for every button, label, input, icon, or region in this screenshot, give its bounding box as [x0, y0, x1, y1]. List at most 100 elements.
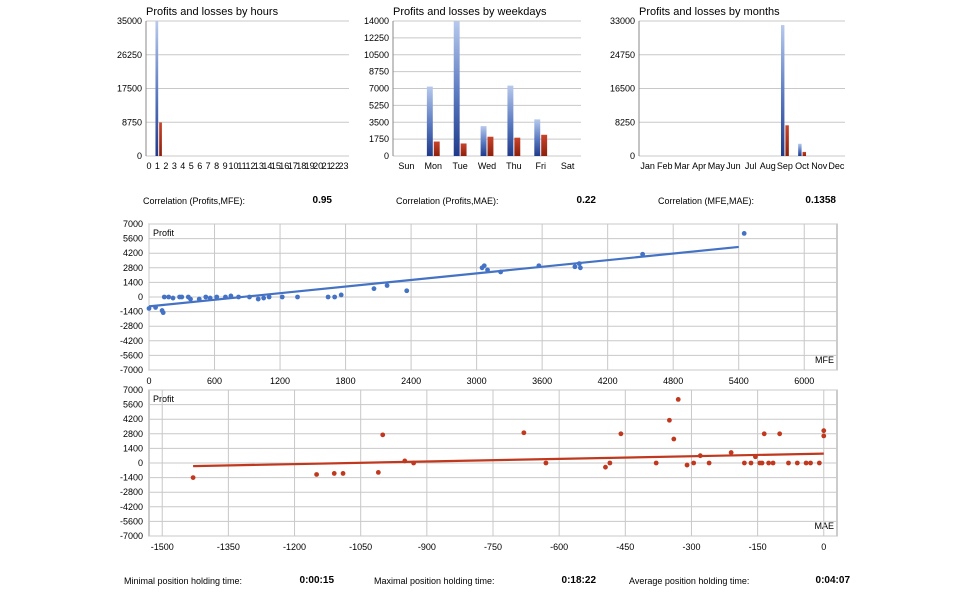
- x-tick-label: 23: [338, 161, 348, 171]
- data-point: [295, 294, 300, 300]
- x-tick-label: Wed: [478, 161, 496, 171]
- y-tick-label: 7000: [369, 84, 389, 94]
- data-point: [607, 460, 613, 466]
- data-point: [803, 460, 809, 466]
- x-tick-label: 6: [197, 161, 202, 171]
- x-tick-label: 1: [155, 161, 160, 171]
- x-tick-label: -150: [749, 542, 767, 552]
- profit-bar: [155, 21, 159, 156]
- data-point: [759, 460, 765, 466]
- loss-bar: [433, 141, 440, 156]
- x-tick-label: Apr: [692, 161, 706, 171]
- data-point: [728, 450, 734, 455]
- y-tick-label: -1400: [120, 307, 143, 317]
- data-point: [821, 433, 827, 439]
- y-tick-label: -4200: [120, 502, 143, 512]
- y-tick-label: 1400: [123, 443, 143, 453]
- data-point: [384, 283, 390, 288]
- x-tick-label: 16: [279, 161, 289, 171]
- x-tick-label: Fri: [535, 161, 546, 171]
- x-tick-label: 15: [271, 161, 281, 171]
- profit-bar: [507, 85, 514, 156]
- y-tick-label: 5250: [369, 100, 389, 110]
- data-point: [404, 288, 410, 294]
- x-tick-label: Mon: [425, 161, 443, 171]
- x-tick-label: 9: [223, 161, 228, 171]
- x-tick-label: 6000: [794, 376, 814, 386]
- data-point: [481, 263, 487, 269]
- y-tick-label: -5600: [120, 516, 143, 526]
- data-point: [190, 475, 196, 480]
- data-point: [332, 294, 338, 300]
- data-point: [196, 296, 202, 302]
- data-point: [223, 294, 228, 300]
- x-tick-label: 10: [229, 161, 239, 171]
- data-point: [603, 464, 608, 470]
- corr-profits-mae-label: Correlation (Profits,MAE):: [396, 196, 499, 206]
- weekdays-chart-title: Profits and losses by weekdays: [393, 6, 547, 18]
- x-tick-label: 17: [288, 161, 298, 171]
- data-point: [161, 294, 167, 300]
- x-tick-label: -1050: [349, 542, 372, 552]
- y-tick-label: 0: [138, 458, 143, 468]
- x-tick-label: 13: [254, 161, 264, 171]
- x-tick-label: Oct: [795, 161, 810, 171]
- mae-chart-ylabel: Profit: [153, 394, 175, 404]
- x-tick-label: 0: [146, 161, 151, 171]
- x-tick-label: 0: [821, 542, 826, 552]
- mfe-chart: Profit MFE 7000 5600 4200 2800 1400 0 -1400 -28…: [120, 219, 838, 386]
- data-point: [236, 294, 241, 300]
- data-point: [691, 460, 697, 466]
- x-tick-label: Tue: [453, 161, 468, 171]
- data-point: [816, 460, 822, 466]
- y-tick-label: 7000: [123, 385, 143, 395]
- y-tick-label: -2800: [120, 321, 143, 331]
- x-tick-label: -1500: [151, 542, 174, 552]
- y-tick-label: 5600: [123, 400, 143, 410]
- profit-bar: [426, 86, 433, 156]
- data-point: [667, 417, 672, 423]
- y-tick-label: 8750: [122, 117, 142, 127]
- x-tick-label: 8: [214, 161, 219, 171]
- x-tick-label: 4: [180, 161, 185, 171]
- y-tick-label: 1400: [123, 277, 143, 287]
- data-point: [741, 460, 747, 466]
- data-point: [146, 306, 152, 311]
- y-tick-label: 5600: [123, 234, 143, 244]
- y-tick-label: 2800: [123, 263, 143, 273]
- data-point: [314, 472, 319, 477]
- x-tick-label: -450: [616, 542, 634, 552]
- data-point: [640, 251, 646, 257]
- data-point: [684, 462, 690, 468]
- y-tick-label: 12250: [364, 33, 389, 43]
- loss-bar: [785, 125, 789, 156]
- x-tick-label: 21: [322, 161, 332, 171]
- x-tick-label: 20: [313, 161, 323, 171]
- x-tick-label: 4800: [663, 376, 683, 386]
- data-point: [203, 294, 209, 300]
- data-point: [255, 296, 261, 302]
- min-holding-value: 0:00:15: [299, 575, 334, 586]
- mae-chart: Profit MAE 700056004200280014000-1400-28…: [120, 385, 838, 552]
- profit-bar: [453, 21, 460, 156]
- x-tick-label: 11: [237, 161, 246, 171]
- data-point: [706, 460, 712, 466]
- data-point: [247, 294, 252, 300]
- y-tick-label: 0: [138, 292, 143, 302]
- y-tick-label: 10500: [364, 50, 389, 60]
- y-tick-label: 8750: [369, 67, 389, 77]
- data-point: [653, 460, 659, 466]
- x-tick-label: -1350: [217, 542, 240, 552]
- corr-mfe-mae-label: Correlation (MFE,MAE):: [658, 196, 755, 206]
- x-tick-label: Mar: [674, 161, 690, 171]
- y-tick-label: -4200: [120, 336, 143, 346]
- data-point: [498, 269, 504, 275]
- months-chart: Profits and losses by months 33000 24750 1…: [610, 6, 845, 171]
- x-tick-label: 2400: [401, 376, 421, 386]
- data-point: [375, 469, 381, 475]
- y-tick-label: 1750: [369, 134, 389, 144]
- corr-profits-mae-value: 0.22: [576, 195, 596, 206]
- months-chart-title: Profits and losses by months: [639, 6, 780, 18]
- corr-profits-mfe-label: Correlation (Profits,MFE):: [143, 196, 246, 206]
- data-point: [485, 267, 490, 273]
